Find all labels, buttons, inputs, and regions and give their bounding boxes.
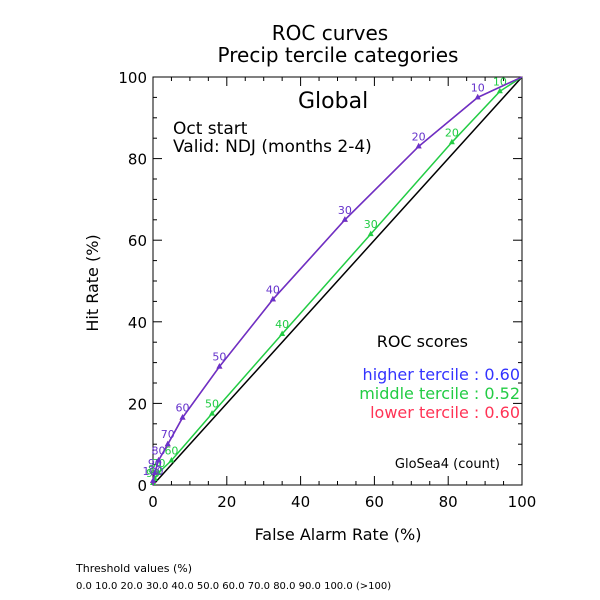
point-label: 20 — [445, 126, 459, 139]
score-higher: higher tercile : 0.60 — [363, 365, 520, 384]
point-label: 30 — [364, 218, 378, 231]
region-label: Global — [298, 89, 368, 114]
y-tick-label: 100 — [118, 69, 147, 87]
y-tick-label: 40 — [128, 314, 147, 332]
x-axis-label: False Alarm Rate (%) — [255, 525, 422, 544]
threshold-values: 0.0 10.0 20.0 30.0 40.0 50.0 60.0 70.0 8… — [76, 581, 391, 592]
chart-title-line2: Precip tercile categories — [218, 43, 459, 67]
no-skill-line — [152, 76, 523, 486]
point-label: 100 — [143, 465, 164, 478]
point-label: 10 — [493, 75, 507, 88]
score-lower: lower tercile : 0.60 — [370, 403, 520, 422]
y-axis-label: Hit Rate (%) — [83, 234, 102, 331]
point-label: 70 — [152, 457, 166, 470]
chart-title-line1: ROC curves — [272, 21, 388, 45]
series-point — [341, 216, 348, 222]
series-point — [151, 469, 158, 475]
point-label: 40 — [275, 318, 289, 331]
series-point — [474, 93, 481, 100]
point-label: 40 — [266, 283, 280, 296]
threshold-title: Threshold values (%) — [75, 562, 192, 575]
point-label: 90 — [148, 457, 162, 470]
valid-label: Valid: NDJ (months 2-4) — [173, 137, 372, 157]
series-point — [496, 87, 503, 94]
x-tick-label: 0 — [148, 493, 158, 511]
roc-scores-title: ROC scores — [377, 332, 468, 351]
x-tick-label: 40 — [291, 493, 310, 511]
y-tick-label: 80 — [128, 151, 147, 169]
series-point — [150, 477, 156, 483]
start-label: Oct start — [173, 119, 248, 139]
series-point — [279, 330, 286, 337]
series-point — [415, 142, 422, 149]
x-tick-label: 20 — [217, 493, 236, 511]
y-tick-label: 20 — [128, 395, 147, 413]
plot-area: 0204060801000204060801009080706050403020… — [118, 69, 536, 511]
series-point — [209, 410, 216, 416]
series-point — [155, 457, 162, 463]
point-label: 60 — [164, 445, 178, 458]
point-label: 50 — [212, 351, 226, 364]
point-label: 10 — [471, 81, 485, 94]
series-point — [367, 230, 374, 237]
point-label: 80 — [152, 445, 166, 458]
point-label: 70 — [161, 428, 175, 441]
y-tick-label: 60 — [128, 232, 147, 250]
point-label: 30 — [338, 204, 352, 217]
point-label: 20 — [412, 130, 426, 143]
series-point — [269, 295, 276, 302]
x-tick-label: 100 — [508, 493, 537, 511]
series-point — [164, 440, 171, 447]
x-tick-label: 80 — [439, 493, 458, 511]
y-tick-label: 0 — [137, 477, 147, 495]
point-label: 50 — [205, 398, 219, 411]
score-middle: middle tercile : 0.52 — [359, 384, 520, 403]
series-point — [168, 457, 175, 463]
series-point — [216, 363, 223, 369]
series-point — [179, 414, 186, 420]
point-label: 60 — [176, 402, 190, 415]
model-note: GloSea4 (count) — [395, 457, 500, 472]
series-point — [448, 138, 455, 145]
x-tick-label: 60 — [365, 493, 384, 511]
